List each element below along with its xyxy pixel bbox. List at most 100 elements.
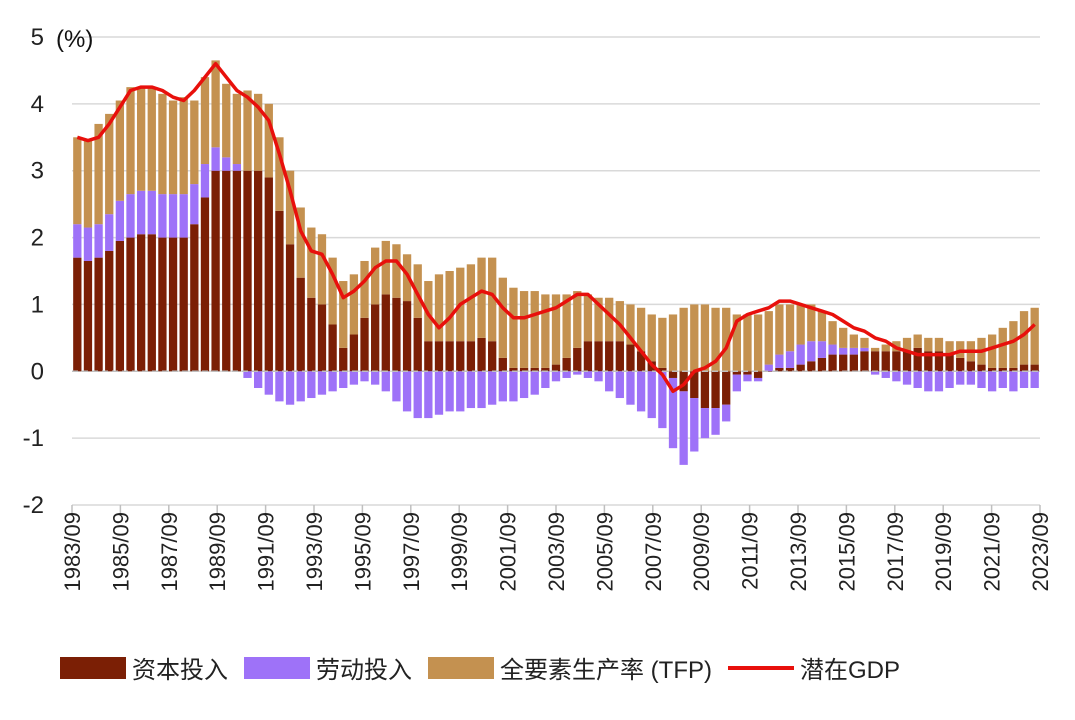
bar-labor [94, 224, 103, 258]
bar-tfp [94, 123, 103, 225]
x-tick-label: 1999/09 [447, 512, 472, 592]
bar-labor [402, 371, 412, 412]
bar-tfp [509, 287, 518, 368]
bar-capital [679, 371, 688, 392]
bar-labor [636, 371, 646, 412]
bar-labor [136, 190, 146, 235]
legend-item-potential-gdp: 潜在GDP [727, 650, 900, 685]
bar-capital [966, 361, 976, 372]
bar-tfp [339, 281, 348, 348]
bar-tfp [626, 304, 635, 345]
bar-labor [1009, 371, 1018, 392]
bar-labor [785, 351, 795, 368]
bar-labor [977, 371, 986, 388]
legend-swatch-labor [244, 656, 310, 679]
bar-capital [924, 351, 933, 372]
bar-labor [541, 371, 550, 388]
bar-capital [264, 177, 273, 372]
bar-labor [349, 371, 359, 385]
bar-labor [339, 371, 348, 388]
bar-capital [817, 357, 827, 372]
bar-tfp [658, 317, 667, 368]
bar-tfp [328, 257, 337, 325]
bar-tfp [541, 294, 550, 368]
bar-capital [158, 237, 167, 372]
bar-tfp [360, 260, 369, 318]
bar-capital [839, 354, 848, 372]
bar-tfp [668, 314, 678, 372]
bar-labor [307, 371, 316, 399]
bar-labor [371, 371, 380, 385]
bar-capital [775, 367, 784, 372]
bar-labor [200, 164, 210, 198]
bar-tfp [807, 304, 816, 342]
bar-tfp [1019, 311, 1029, 365]
bar-capital [998, 367, 1007, 372]
y-tick-label: 3 [31, 158, 44, 185]
bar-tfp [860, 337, 869, 348]
bar-tfp [307, 227, 316, 298]
bar-labor [115, 200, 125, 241]
bar-capital [892, 351, 901, 372]
bar-capital [317, 304, 327, 372]
bar-labor [870, 371, 880, 375]
bar-labor [360, 371, 369, 382]
bar-tfp [573, 291, 582, 348]
bar-capital [105, 250, 114, 372]
bar-tfp [254, 93, 263, 171]
bar-tfp [179, 97, 188, 195]
legend-label-tfp: 全要素生产率 (TFP) [500, 657, 712, 684]
bar-labor [817, 341, 827, 358]
legend-label-capital: 资本投入 [132, 657, 228, 684]
x-tick-label: 2021/09 [980, 512, 1005, 592]
bar-labor [498, 371, 507, 402]
bar-tfp [126, 87, 135, 195]
bar-labor [902, 371, 912, 385]
bar-tfp [700, 304, 710, 372]
bar-tfp [105, 113, 114, 215]
bar-capital [1019, 364, 1029, 372]
bar-labor [254, 371, 263, 388]
bar-tfp [264, 103, 273, 178]
bar-labor [796, 344, 805, 365]
bar-labor [562, 371, 571, 378]
bar-labor [445, 371, 454, 412]
bar-capital [307, 297, 316, 372]
bar-capital [551, 364, 561, 372]
bar-labor [828, 344, 837, 355]
bar-labor [807, 341, 816, 362]
bar-capital [1030, 364, 1039, 372]
bar-tfp [168, 100, 178, 195]
bar-labor [753, 377, 763, 382]
bar-capital [498, 357, 507, 372]
bar-tfp [147, 87, 156, 191]
bar-capital [796, 364, 805, 372]
bar-tfp [243, 90, 252, 171]
bar-tfp [211, 60, 220, 148]
bar-labor [530, 371, 539, 395]
bar-labor [626, 371, 635, 405]
bar-capital [849, 354, 858, 372]
chart-plot: 5 4 3 2 1 0 -1 -2 (%) 1983/09 1985/09 1987/09 1989/0… [23, 24, 1053, 592]
bar-tfp [296, 207, 305, 278]
bar-labor [583, 371, 593, 378]
bar-capital [977, 364, 986, 372]
bar-tfp [190, 100, 199, 185]
bar-tfp [317, 234, 327, 305]
bar-labor [211, 147, 220, 171]
bar-tfp [722, 307, 731, 372]
bar-labor [73, 224, 82, 258]
bar-capital [488, 341, 497, 372]
x-tick-label: 2003/09 [544, 512, 569, 592]
bar-capital [828, 354, 837, 372]
legend-swatch-capital [60, 656, 126, 679]
bar-labor [222, 157, 231, 171]
bar-tfp [275, 137, 284, 211]
legend: 资本投入 劳动投入 全要素生产率 (TFP) 潜在GDP [60, 650, 906, 685]
bar-capital [658, 367, 667, 372]
legend-item-labor: 劳动投入 [244, 650, 412, 685]
bar-capital [126, 237, 135, 372]
bar-labor [285, 371, 295, 405]
bar-capital [881, 351, 890, 372]
bar-labor [998, 371, 1007, 388]
